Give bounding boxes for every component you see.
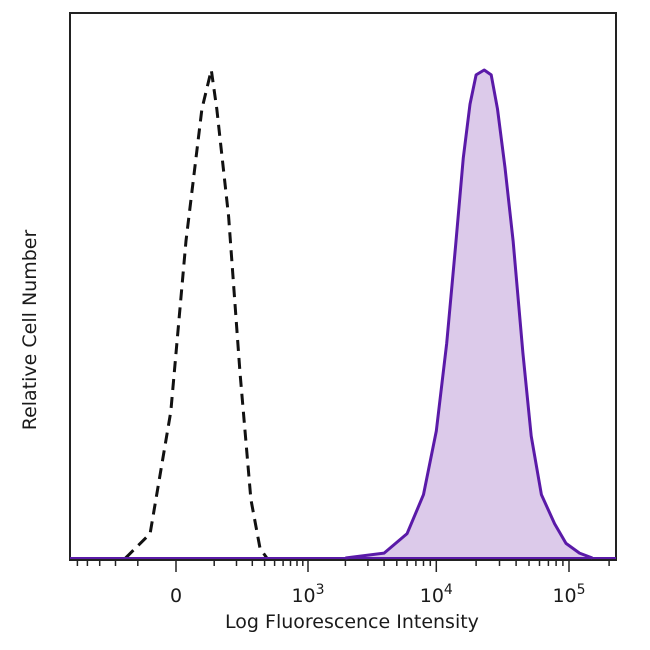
x-tick-label: 105	[552, 582, 585, 607]
series-0-line	[124, 68, 269, 560]
x-tick-label: 103	[291, 582, 324, 607]
series-group	[70, 68, 616, 560]
series-1-fill	[345, 70, 593, 559]
plot-frame	[69, 12, 617, 561]
x-axis-title: Log Fluorescence Intensity	[225, 611, 479, 633]
x-tick-label: 104	[420, 582, 453, 607]
x-ticks	[76, 560, 610, 572]
x-tick-label: 0	[170, 585, 182, 607]
y-axis-title: Relative Cell Number	[19, 230, 41, 431]
series-1-line	[345, 68, 593, 560]
x-tick-labels: 0 103 104 105	[170, 582, 586, 607]
